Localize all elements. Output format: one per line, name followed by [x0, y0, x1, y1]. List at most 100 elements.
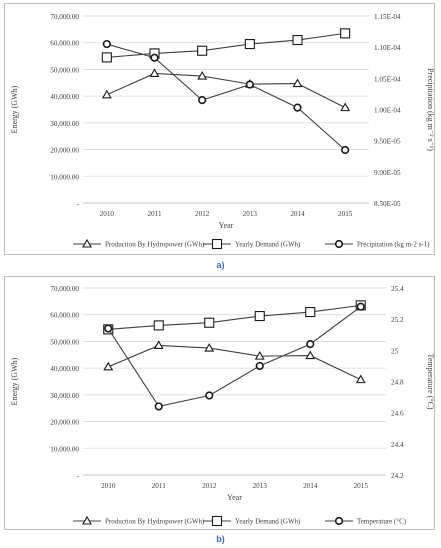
x-tick-label: 2014	[290, 210, 305, 218]
series-line-circle	[107, 306, 362, 408]
x-axis-title: Year	[219, 221, 234, 230]
data-point-square	[292, 34, 303, 46]
y2-tick-label: 1.05E-04	[374, 75, 401, 83]
data-point-circle	[356, 302, 365, 311]
panel-label-a: a)	[216, 260, 225, 270]
y-tick-label: 70,000.00	[50, 285, 79, 293]
x-tick-label: 2013	[253, 482, 268, 490]
x-tick-label: 2015	[354, 482, 369, 490]
y2-tick-label: 24.2	[391, 472, 404, 480]
data-point-circle	[104, 324, 113, 333]
data-point-circle	[293, 103, 302, 112]
data-point-triangle	[340, 102, 351, 112]
data-point-triangle	[292, 78, 303, 88]
x-tick-label: 2011	[152, 482, 167, 490]
x-tick-label: 2012	[195, 210, 210, 218]
legend-label: Production By Hydropower (GWh)	[105, 518, 205, 526]
series-line-triangle	[108, 344, 361, 381]
y2-tick-label: 1.10E-04	[374, 44, 401, 52]
data-point-triangle	[204, 342, 215, 352]
panel-label-b: b)	[216, 534, 225, 544]
data-point-square	[244, 38, 255, 50]
x-tick-label: 2013	[243, 210, 258, 218]
data-point-square	[101, 52, 112, 63]
legend-marker-triangle	[82, 238, 92, 248]
data-point-triangle	[254, 351, 265, 360]
series-line-square	[108, 304, 361, 330]
data-point-triangle	[305, 350, 316, 360]
y2-tick-label: 25.4	[391, 285, 404, 293]
x-axis-title: Year	[227, 493, 242, 502]
data-point-square	[197, 45, 208, 56]
chart-a-svg: - 10,000.00 20,000.00 30,000.00 40,000.00 50,…	[10, 13, 435, 250]
data-point-triangle	[101, 89, 112, 99]
data-point-square	[254, 310, 265, 322]
y-tick-label: 60,000.00	[50, 312, 79, 320]
y2-tick-label: 25.2	[391, 316, 404, 324]
series-line-square	[106, 32, 346, 58]
data-point-square	[340, 28, 351, 39]
x-tick-label: 2012	[202, 482, 217, 490]
x-tick-label: 2010	[101, 482, 116, 490]
x-tick-label: 2014	[303, 482, 318, 490]
y-tick-label: -	[77, 472, 80, 480]
y2-tick-label: 9.50E-05	[374, 138, 401, 146]
y-tick-label: 10,000.00	[50, 445, 79, 453]
y2-tick-label: 24.4	[391, 441, 404, 449]
x-tick-label: 2010	[100, 210, 115, 218]
data-point-circle	[245, 80, 254, 89]
x-tick-label: 2011	[147, 210, 162, 218]
data-point-circle	[150, 53, 159, 62]
y-axis-title: Energy (GWh)	[10, 85, 19, 133]
data-point-triangle	[355, 374, 366, 384]
y2-tick-label: 1.15E-04	[374, 13, 401, 21]
data-point-square	[305, 306, 316, 318]
data-point-triangle	[153, 340, 164, 349]
legend-label: Production By Hydropower (GWh)	[105, 241, 205, 249]
series-line-circle	[106, 43, 346, 151]
legend-marker-circle	[334, 239, 344, 249]
legend-marker-square	[211, 515, 223, 527]
y2-axis-title: Temperature (°C)	[426, 353, 435, 410]
y2-axis-title: Precipitation (kg m⁻² s⁻¹)	[426, 68, 435, 151]
y-tick-label: 30,000.00	[50, 120, 79, 128]
x-tick-label: 2015	[338, 210, 353, 218]
data-point-triangle	[149, 68, 160, 77]
legend-label: Yearly Demand (GWh)	[235, 241, 301, 249]
legend-marker-triangle	[82, 515, 92, 525]
y-tick-label: 20,000.00	[50, 419, 79, 427]
chart-panel-b: - 10,000.00 20,000.00 30,000.00 40,000.00 50,…	[4, 276, 435, 530]
data-point-circle	[198, 96, 207, 105]
y2-tick-label: 8.50E-05	[374, 200, 401, 208]
legend-marker-square	[211, 238, 223, 250]
data-point-circle	[306, 339, 315, 349]
data-point-circle	[102, 39, 111, 49]
legend-marker-circle	[334, 516, 344, 526]
y-tick-label: 30,000.00	[50, 392, 79, 400]
y2-tick-label: 9.00E-05	[374, 169, 401, 177]
y2-tick-label: 25	[391, 347, 399, 355]
y-tick-label: 70,000.00	[50, 13, 79, 21]
y-tick-label: 40,000.00	[50, 365, 79, 373]
y2-tick-label: 1.00E-04	[374, 107, 401, 115]
y-tick-label: 50,000.00	[50, 338, 79, 346]
y-tick-label: 50,000.00	[50, 66, 79, 74]
y2-tick-label: 24.8	[391, 379, 404, 387]
legend-label: Temperature (°C)	[357, 518, 407, 526]
data-point-triangle	[197, 70, 208, 80]
y-tick-label: 10,000.00	[50, 173, 79, 181]
data-point-circle	[205, 391, 214, 400]
data-point-square	[204, 317, 215, 328]
chart-b-svg: - 10,000.00 20,000.00 30,000.00 40,000.00 50,…	[10, 285, 435, 527]
data-point-circle	[255, 361, 264, 371]
data-point-triangle	[103, 361, 114, 371]
legend-label: Yearly Demand (GWh)	[235, 518, 301, 526]
chart-panel-a: - 10,000.00 20,000.00 30,000.00 40,000.00 50,…	[4, 3, 435, 255]
y-axis-title: Energy (GWh)	[10, 357, 19, 405]
legend-label: Precipitation (kg m-2 s-1)	[357, 241, 430, 249]
y-tick-label: 40,000.00	[50, 93, 79, 101]
y-tick-label: 20,000.00	[50, 147, 79, 155]
y-tick-label: -	[77, 200, 80, 208]
y2-tick-label: 24.6	[391, 410, 404, 418]
y-tick-label: 60,000.00	[50, 40, 79, 48]
